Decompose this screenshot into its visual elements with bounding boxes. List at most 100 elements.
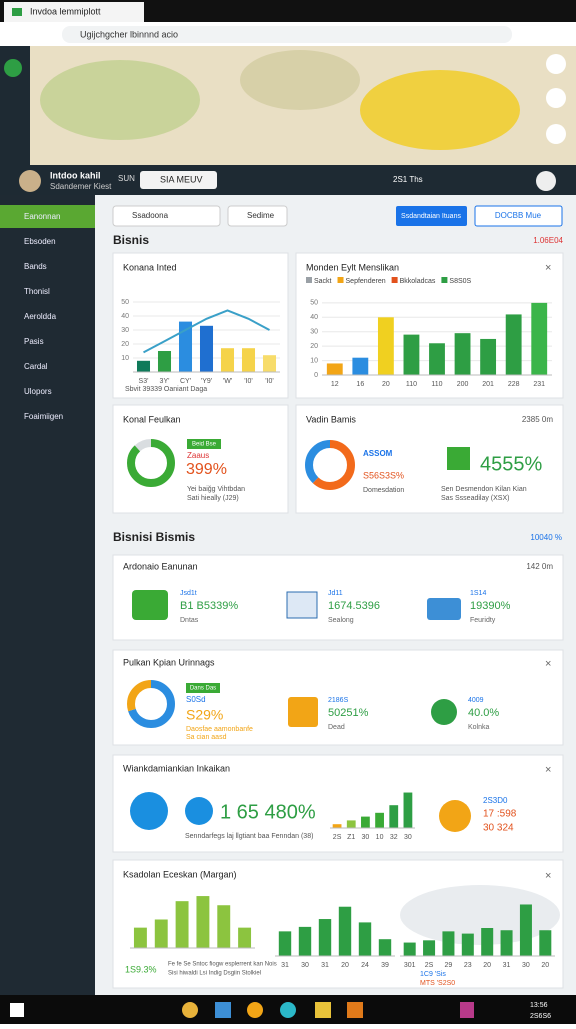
profile[interactable] [536, 171, 556, 191]
sidebar-item[interactable]: Pasis [24, 337, 44, 346]
person-icon [431, 699, 457, 725]
favicon [12, 8, 22, 16]
map-icon[interactable] [546, 88, 566, 108]
stat-label: Zaaus [187, 451, 209, 460]
app-icon[interactable] [347, 1002, 363, 1018]
y-tick-label: 20 [310, 343, 318, 350]
x-tick-label: 30 [301, 962, 309, 969]
bar [332, 824, 342, 828]
primary-button[interactable] [396, 206, 467, 226]
item-title: 1S14 [470, 590, 486, 597]
app-icon[interactable] [182, 1002, 198, 1018]
app-icon[interactable] [247, 1002, 263, 1018]
stat-value: 399% [186, 461, 227, 478]
bar [352, 357, 369, 375]
x-tick-label: S3' [139, 378, 149, 385]
sidebar-item[interactable]: Cardal [24, 362, 48, 371]
stat-value: 4555% [480, 453, 542, 475]
item-title: Jd11 [328, 590, 343, 597]
x-tick-label: 200 [457, 381, 469, 388]
basket-icon [427, 598, 461, 620]
sidebar-item[interactable]: Thonisl [24, 287, 50, 296]
card [295, 252, 564, 399]
sub-label: 1C9 'Sis [420, 971, 446, 978]
search-field[interactable] [227, 205, 288, 227]
x-tick-label: 30 [362, 834, 370, 841]
sidebar-item[interactable]: Ebsoden [24, 237, 56, 246]
cards [112, 252, 564, 989]
card-corner: 142 0m [526, 562, 553, 571]
item-value: 40.0% [468, 707, 499, 719]
url: Ugijchgcher lbinnnd acio [80, 29, 178, 39]
search-text: SIA MEUV [160, 174, 203, 184]
sidebar-item[interactable]: Foaimiigen [24, 412, 63, 421]
note: Sisi hiwaldi Lsi Indig Dsgiin Stolkiel [168, 971, 261, 977]
item-sub: Kolnka [468, 724, 490, 731]
x-tick-label: 23 [464, 962, 472, 969]
card-title: Wiankdamiankian Inkaikan [123, 763, 230, 773]
item-value: 1674.5396 [328, 600, 380, 612]
y-tick-label: 40 [310, 314, 318, 321]
app-icon[interactable] [280, 1002, 296, 1018]
app-icon[interactable] [215, 1002, 231, 1018]
bar [481, 928, 494, 956]
card-title: Pulkan Kpian Urinnags [123, 657, 215, 667]
cube-icon [447, 447, 470, 470]
x-tick-label: 2S [333, 834, 342, 841]
app-icon[interactable] [460, 1002, 474, 1018]
app-header [0, 165, 576, 195]
sidebar-item[interactable]: Bands [24, 262, 47, 271]
card [112, 554, 564, 641]
section-value: 1.06E04 [533, 236, 563, 245]
bar [358, 922, 372, 956]
tab[interactable] [4, 2, 144, 22]
bar [429, 343, 445, 375]
header-label: SUN [118, 174, 135, 183]
sidebar-item[interactable]: Aeroldda [24, 312, 57, 321]
caption: 1S9.3% [125, 964, 157, 974]
x-tick-label: 20 [341, 962, 349, 969]
bar [346, 820, 356, 828]
section-title: Bisnisi Bismis [113, 530, 195, 544]
map-icon[interactable] [546, 54, 566, 74]
bar [403, 792, 413, 828]
x-tick-label: 201 [482, 381, 494, 388]
rail-button[interactable] [4, 59, 22, 77]
map-land [40, 60, 200, 140]
clock: 13:56 [530, 1002, 548, 1009]
note: Sati hieally (J29) [187, 495, 239, 502]
x-tick-label: 30 [404, 834, 412, 841]
dropdown[interactable] [112, 205, 221, 227]
bar [278, 931, 292, 956]
x-tick-label: 31 [321, 962, 329, 969]
bar [217, 905, 231, 948]
sidebar-item[interactable]: Eanonnan [24, 212, 60, 221]
map-icon[interactable] [546, 124, 566, 144]
search-box[interactable] [140, 171, 217, 189]
card-title: Vadin Bamis [306, 414, 356, 424]
badge [187, 439, 221, 449]
sidebar-item[interactable]: Ulopors [24, 387, 52, 396]
url-field[interactable] [62, 26, 512, 43]
search-text: Sedime [247, 211, 275, 220]
card [295, 404, 564, 514]
item-value: 19390% [470, 600, 511, 612]
item-title: Jsd1t [180, 590, 197, 597]
stat-label: 2S3D0 [483, 796, 508, 805]
bar [531, 302, 548, 375]
user-role: Sdandemer Kiest [50, 182, 112, 191]
stat-value: 17 :598 [483, 809, 517, 820]
app-icon[interactable] [315, 1002, 331, 1018]
y-tick-label: 30 [121, 327, 129, 334]
bar [461, 933, 474, 956]
x-tick-label: Z1 [347, 834, 355, 841]
stat-label: ASSOM [363, 449, 393, 458]
sidebar-active [0, 205, 95, 228]
map-land [240, 50, 360, 110]
secondary-button[interactable] [474, 205, 563, 227]
badge-text: Beid Bse [192, 442, 217, 448]
avatar[interactable] [19, 170, 41, 192]
start-button[interactable] [10, 1003, 24, 1017]
y-tick-label: 0 [314, 372, 318, 379]
